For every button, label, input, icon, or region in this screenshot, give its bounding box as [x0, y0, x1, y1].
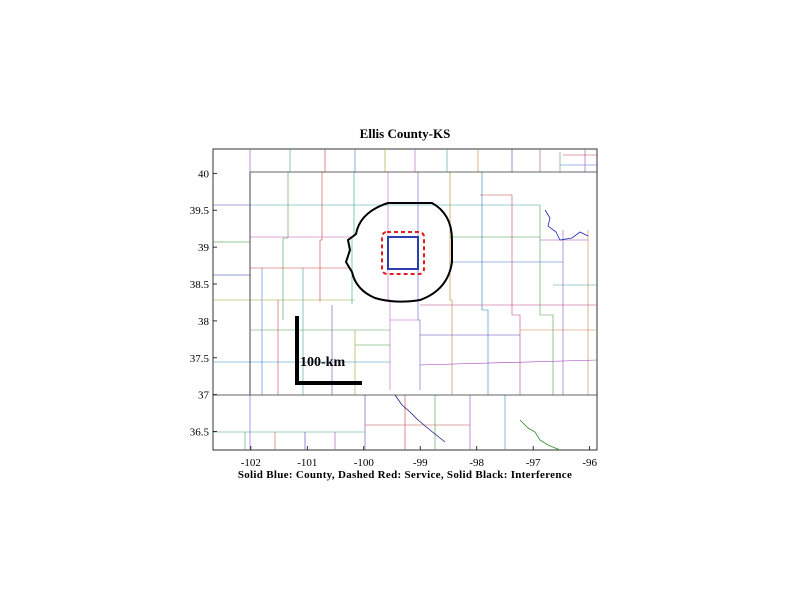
y-tick-label: 36.5 — [190, 427, 210, 439]
y-tick-label: 40 — [198, 168, 210, 180]
county-line — [481, 172, 489, 395]
x-tick-label: -98 — [469, 457, 484, 469]
x-tick-label: -101 — [297, 457, 317, 469]
x-axis: -102 -101 -100 -99 -98 -97 -96 — [241, 446, 597, 469]
scale-bar-label: 100-km — [300, 355, 345, 370]
county-line — [511, 195, 521, 395]
county-line — [539, 205, 554, 395]
missouri-river — [544, 209, 589, 241]
county-line — [449, 172, 453, 395]
y-tick-label: 37.5 — [190, 353, 210, 365]
county-line — [319, 172, 323, 302]
y-tick-label: 37 — [198, 390, 210, 402]
y-axis: 40 39.5 39 38.5 38 37.5 37 36.5 — [190, 168, 217, 439]
county-line — [419, 359, 598, 366]
y-tick-label: 39 — [198, 242, 210, 254]
x-tick-label: -97 — [526, 457, 541, 469]
x-tick-label: -96 — [582, 457, 597, 469]
state-boundaries — [213, 171, 597, 451]
y-tick-label: 39.5 — [190, 205, 210, 217]
interference-boundary — [344, 202, 453, 303]
river — [394, 394, 446, 443]
x-tick-label: -100 — [354, 457, 375, 469]
map-caption: Solid Blue: County, Dashed Red: Service,… — [237, 469, 573, 481]
interference-contour — [344, 202, 453, 303]
map-title: Ellis County-KS — [359, 126, 451, 141]
scale-bar: 100-km — [295, 316, 362, 385]
county-boundary — [387, 236, 419, 270]
x-tick-label: -99 — [413, 457, 428, 469]
river — [519, 419, 561, 451]
y-tick-label: 38 — [198, 316, 210, 328]
x-tick-label: -102 — [241, 457, 261, 469]
y-tick-label: 38.5 — [190, 279, 210, 291]
service-boundary — [381, 231, 425, 275]
